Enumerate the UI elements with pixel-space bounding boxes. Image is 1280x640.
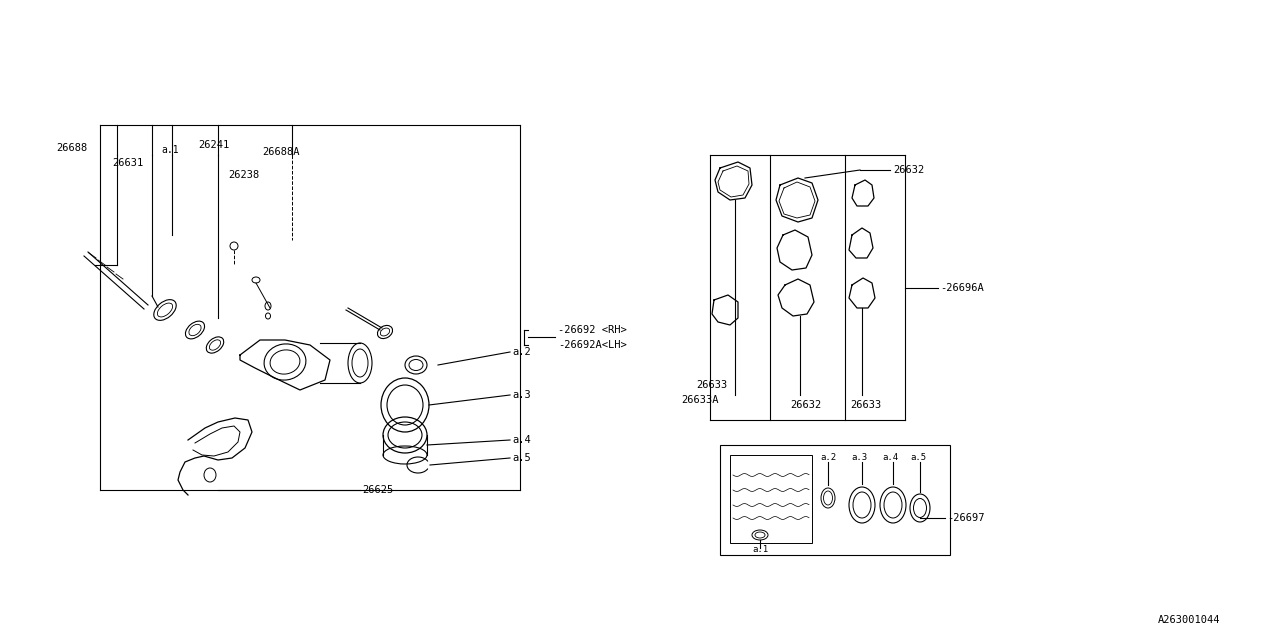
Bar	[719, 445, 950, 555]
Text: 26633: 26633	[850, 400, 881, 410]
Text: 26241: 26241	[198, 140, 229, 150]
Text: a.3: a.3	[512, 390, 531, 400]
Text: 26632: 26632	[790, 400, 822, 410]
Text: a.1: a.1	[753, 545, 768, 554]
Text: 26625: 26625	[362, 485, 393, 495]
Text: a.1: a.1	[161, 145, 179, 155]
Text: 26631: 26631	[113, 158, 143, 168]
Text: a.2: a.2	[820, 454, 836, 463]
Text: -26697: -26697	[947, 513, 984, 523]
Text: -26696A: -26696A	[940, 283, 984, 293]
Text: 26632: 26632	[893, 165, 924, 175]
Text: 26633: 26633	[696, 380, 727, 390]
Text: 26238: 26238	[228, 170, 260, 180]
Bar	[730, 455, 812, 543]
Text: a.2: a.2	[512, 347, 531, 357]
Text: a.4: a.4	[882, 454, 899, 463]
Text: -26692A<LH>: -26692A<LH>	[558, 340, 627, 350]
Text: a.5: a.5	[512, 453, 531, 463]
Text: a.4: a.4	[512, 435, 531, 445]
Text: A263001044: A263001044	[1157, 615, 1220, 625]
Text: a.3: a.3	[851, 454, 867, 463]
Text: 26688A: 26688A	[262, 147, 300, 157]
Text: -26692 <RH>: -26692 <RH>	[558, 325, 627, 335]
Text: a.5: a.5	[910, 454, 927, 463]
Text: 26688: 26688	[56, 143, 87, 153]
Text: 26633A: 26633A	[681, 395, 718, 405]
